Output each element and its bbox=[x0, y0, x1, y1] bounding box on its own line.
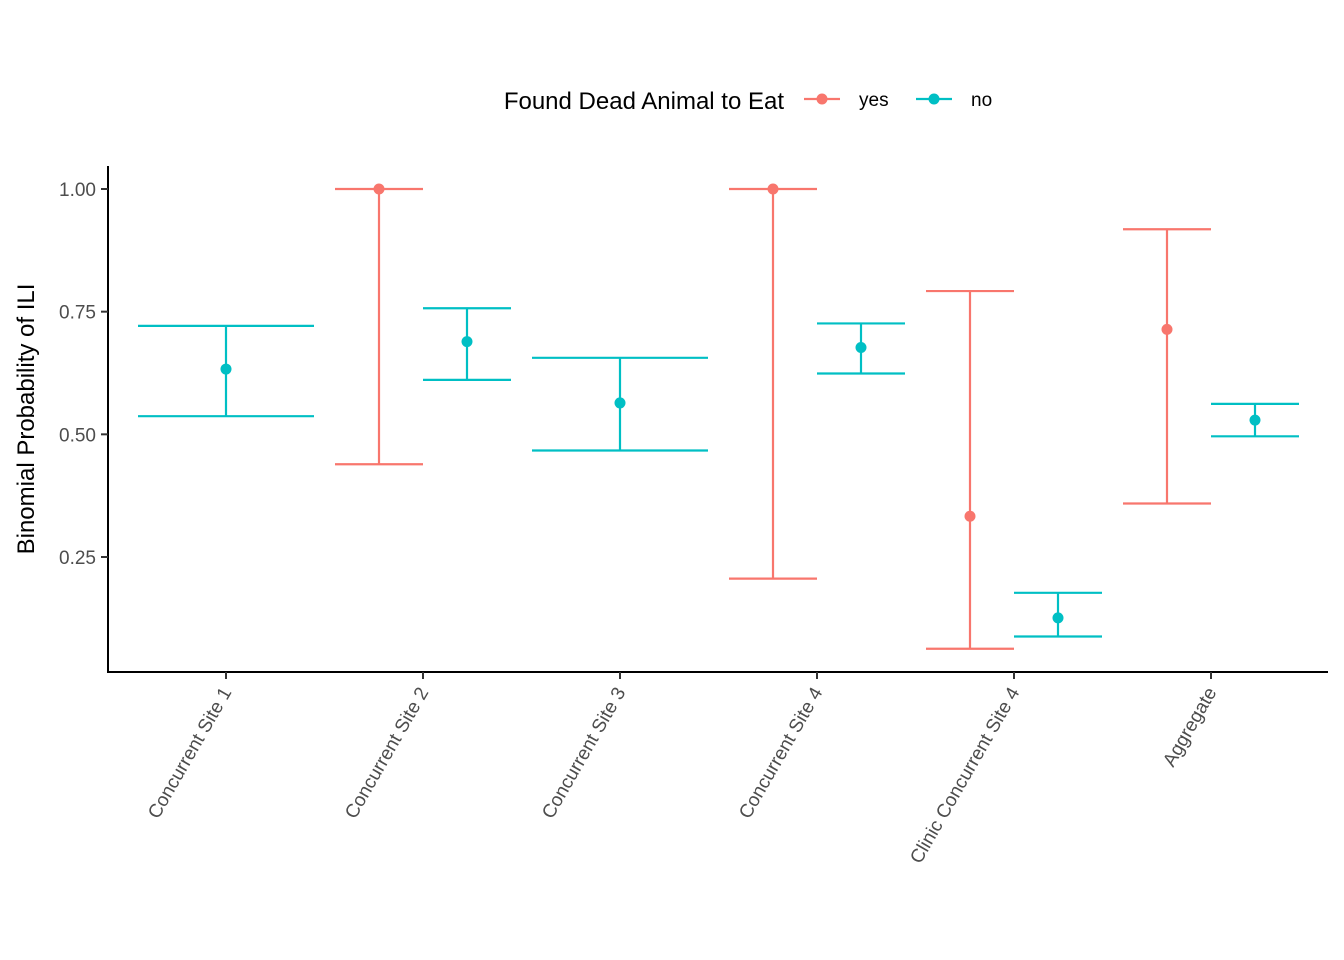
point-yes bbox=[373, 183, 385, 195]
y-tick-label: 0.75 bbox=[59, 303, 96, 324]
x-tick-label: Concurrent Site 1 bbox=[144, 684, 236, 823]
point-no bbox=[220, 363, 232, 375]
point-yes bbox=[767, 183, 779, 195]
error-bar-yes bbox=[1123, 228, 1211, 505]
x-tick-label: Concurrent Site 3 bbox=[538, 684, 630, 823]
y-axis-title: Binomial Probability of ILI bbox=[13, 284, 40, 555]
legend-key-point bbox=[928, 93, 940, 105]
error-bar-yes bbox=[926, 289, 1014, 650]
x-tick-label: Concurrent Site 2 bbox=[341, 684, 433, 823]
point-no bbox=[461, 336, 473, 348]
legend-item-no: no bbox=[916, 90, 992, 111]
y-tick-label: 0.25 bbox=[59, 548, 96, 569]
x-tick-label: Aggregate bbox=[1159, 684, 1221, 770]
point-no bbox=[1052, 612, 1064, 624]
legend-label: no bbox=[971, 90, 992, 111]
legend-key-point bbox=[816, 93, 828, 105]
legend-item-yes: yes bbox=[804, 90, 889, 111]
plot-area bbox=[138, 183, 1299, 650]
legend: Found Dead Animal to Eat yes no bbox=[504, 88, 992, 115]
point-no bbox=[1249, 414, 1261, 426]
point-no bbox=[855, 341, 867, 353]
error-bar-yes bbox=[335, 187, 423, 466]
y-tick-label: 1.00 bbox=[59, 180, 96, 201]
y-tick-label: 0.50 bbox=[59, 425, 96, 446]
error-bar-yes bbox=[729, 187, 817, 580]
legend-title: Found Dead Animal to Eat bbox=[504, 88, 785, 115]
x-tick-label: Concurrent Site 4 bbox=[735, 684, 827, 823]
axes: 0.25 0.50 0.75 1.00 Concurrent Site 1 Concur… bbox=[13, 166, 1328, 867]
point-no bbox=[614, 397, 626, 409]
x-tick-label: Clinic Concurrent Site 4 bbox=[906, 684, 1024, 868]
point-yes bbox=[1161, 323, 1173, 335]
point-yes bbox=[964, 510, 976, 522]
legend-label: yes bbox=[859, 90, 889, 111]
